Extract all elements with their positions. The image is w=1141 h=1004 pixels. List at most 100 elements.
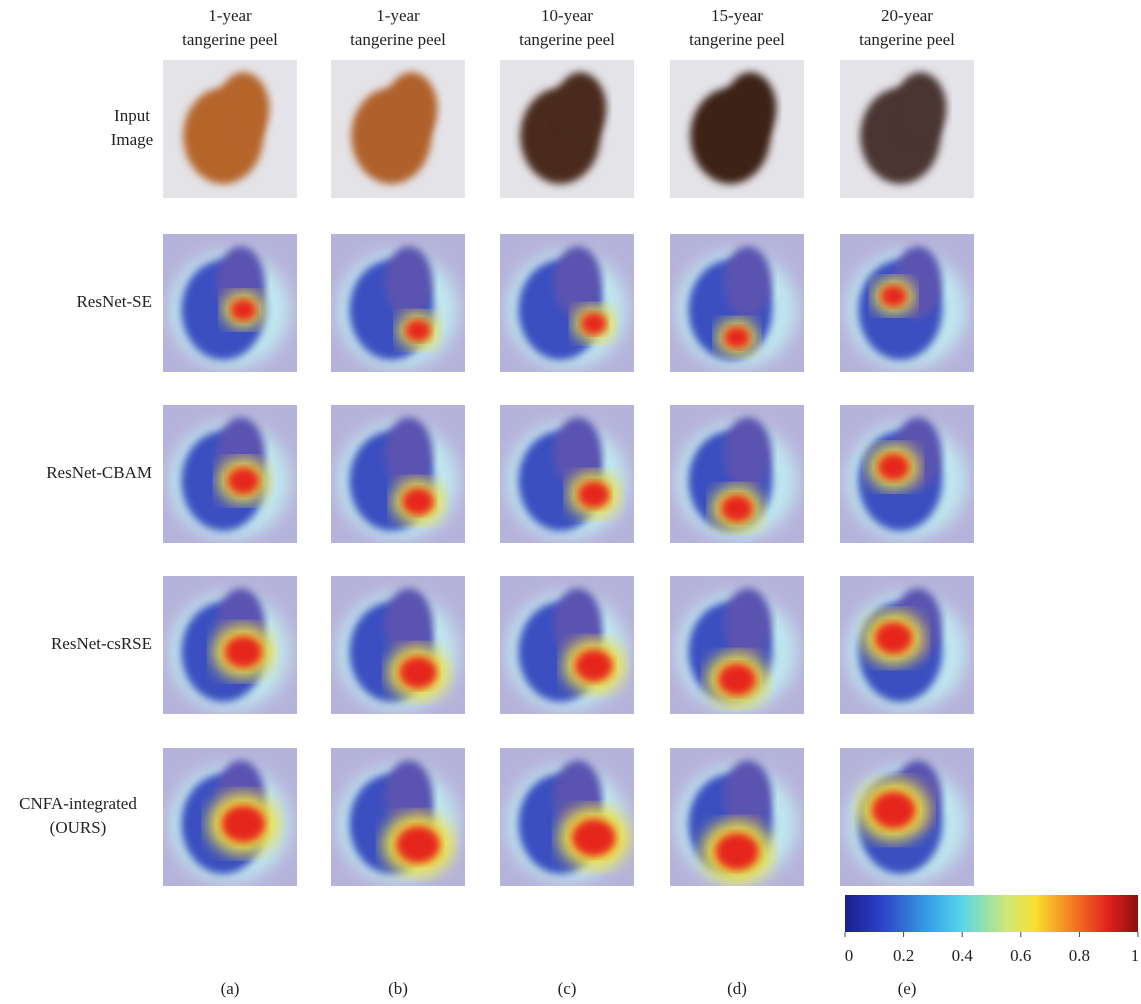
image <box>163 576 297 714</box>
peel <box>385 417 433 489</box>
heat <box>227 467 259 494</box>
heat <box>578 481 610 508</box>
image <box>163 234 297 372</box>
heat <box>581 313 607 335</box>
colorbar-tick-label: 1 <box>1131 946 1140 965</box>
heat <box>724 326 750 348</box>
image <box>331 576 465 714</box>
panel-label: (c) <box>558 979 577 998</box>
image <box>163 60 297 198</box>
heat <box>872 791 916 828</box>
image <box>331 234 465 372</box>
colorbar-tick-label: 0 <box>845 946 854 965</box>
heat <box>881 285 907 307</box>
heat <box>572 819 616 856</box>
image-cell <box>840 748 974 886</box>
image-cell <box>163 576 297 714</box>
image-cell <box>163 748 297 886</box>
peel <box>385 72 437 144</box>
heat <box>224 636 262 668</box>
heat <box>230 299 256 321</box>
panel-label: (b) <box>388 979 408 998</box>
image <box>500 748 634 886</box>
row-label: Image <box>111 130 153 149</box>
image-cell <box>500 405 634 543</box>
colorbar-tick-label: 0.8 <box>1069 946 1090 965</box>
peel <box>554 72 606 144</box>
peel <box>724 588 772 660</box>
peel <box>385 246 433 318</box>
image-cell <box>500 748 634 886</box>
image-cell <box>331 60 465 198</box>
image <box>500 405 634 543</box>
peel <box>217 72 269 144</box>
image-cell <box>500 234 634 372</box>
column-header: 10-year <box>541 6 593 25</box>
heat <box>721 495 753 522</box>
image <box>163 405 297 543</box>
image-cell <box>500 576 634 714</box>
image <box>500 576 634 714</box>
figure: 1-year tangerine peel 1-year tangerine peel… <box>0 0 1141 1004</box>
image-cell <box>331 748 465 886</box>
image-cell <box>670 234 804 372</box>
column-header: 1-year <box>376 6 420 25</box>
heat <box>875 622 913 654</box>
row-label: CNFA-integrated <box>19 794 137 813</box>
image <box>331 748 465 886</box>
image <box>163 748 297 886</box>
heat <box>402 488 434 515</box>
heat <box>396 826 440 863</box>
peel <box>724 246 772 318</box>
image <box>500 234 634 372</box>
image-grid <box>163 60 974 886</box>
row-label: (OURS) <box>50 818 107 837</box>
image <box>840 748 974 886</box>
row-label: ResNet-CBAM <box>46 463 152 482</box>
image-cell <box>163 234 297 372</box>
panel-label: (a) <box>221 979 240 998</box>
column-header: tangerine peel <box>182 30 278 49</box>
column-header: tangerine peel <box>519 30 615 49</box>
heat <box>878 454 910 481</box>
image-cell <box>840 234 974 372</box>
heat <box>718 663 756 695</box>
image-cell <box>163 60 297 198</box>
column-header: tangerine peel <box>859 30 955 49</box>
image <box>670 60 804 198</box>
heat <box>575 650 613 682</box>
image-cell <box>670 60 804 198</box>
column-header: 1-year <box>208 6 252 25</box>
image-cell <box>840 60 974 198</box>
peel <box>724 417 772 489</box>
heat <box>221 805 265 842</box>
image <box>840 234 974 372</box>
image <box>500 60 634 198</box>
heat <box>405 320 431 342</box>
image-cell <box>670 576 804 714</box>
image-cell <box>670 405 804 543</box>
image-cell <box>500 60 634 198</box>
heat <box>715 833 759 870</box>
image <box>670 234 804 372</box>
image-cell <box>163 405 297 543</box>
image <box>670 405 804 543</box>
colorbar-tick-label: 0.2 <box>893 946 914 965</box>
image-cell <box>331 405 465 543</box>
row-label: Input <box>114 106 150 125</box>
image <box>670 748 804 886</box>
image <box>331 405 465 543</box>
image <box>670 576 804 714</box>
row-label: ResNet-csRSE <box>51 634 152 653</box>
image-cell <box>331 234 465 372</box>
image-cell <box>840 405 974 543</box>
column-header: tangerine peel <box>689 30 785 49</box>
colorbar <box>845 895 1138 932</box>
image-cell <box>840 576 974 714</box>
heat <box>399 656 437 688</box>
peel <box>724 72 776 144</box>
column-header: 15-year <box>711 6 763 25</box>
column-header: tangerine peel <box>350 30 446 49</box>
image <box>840 60 974 198</box>
peel <box>894 72 946 144</box>
